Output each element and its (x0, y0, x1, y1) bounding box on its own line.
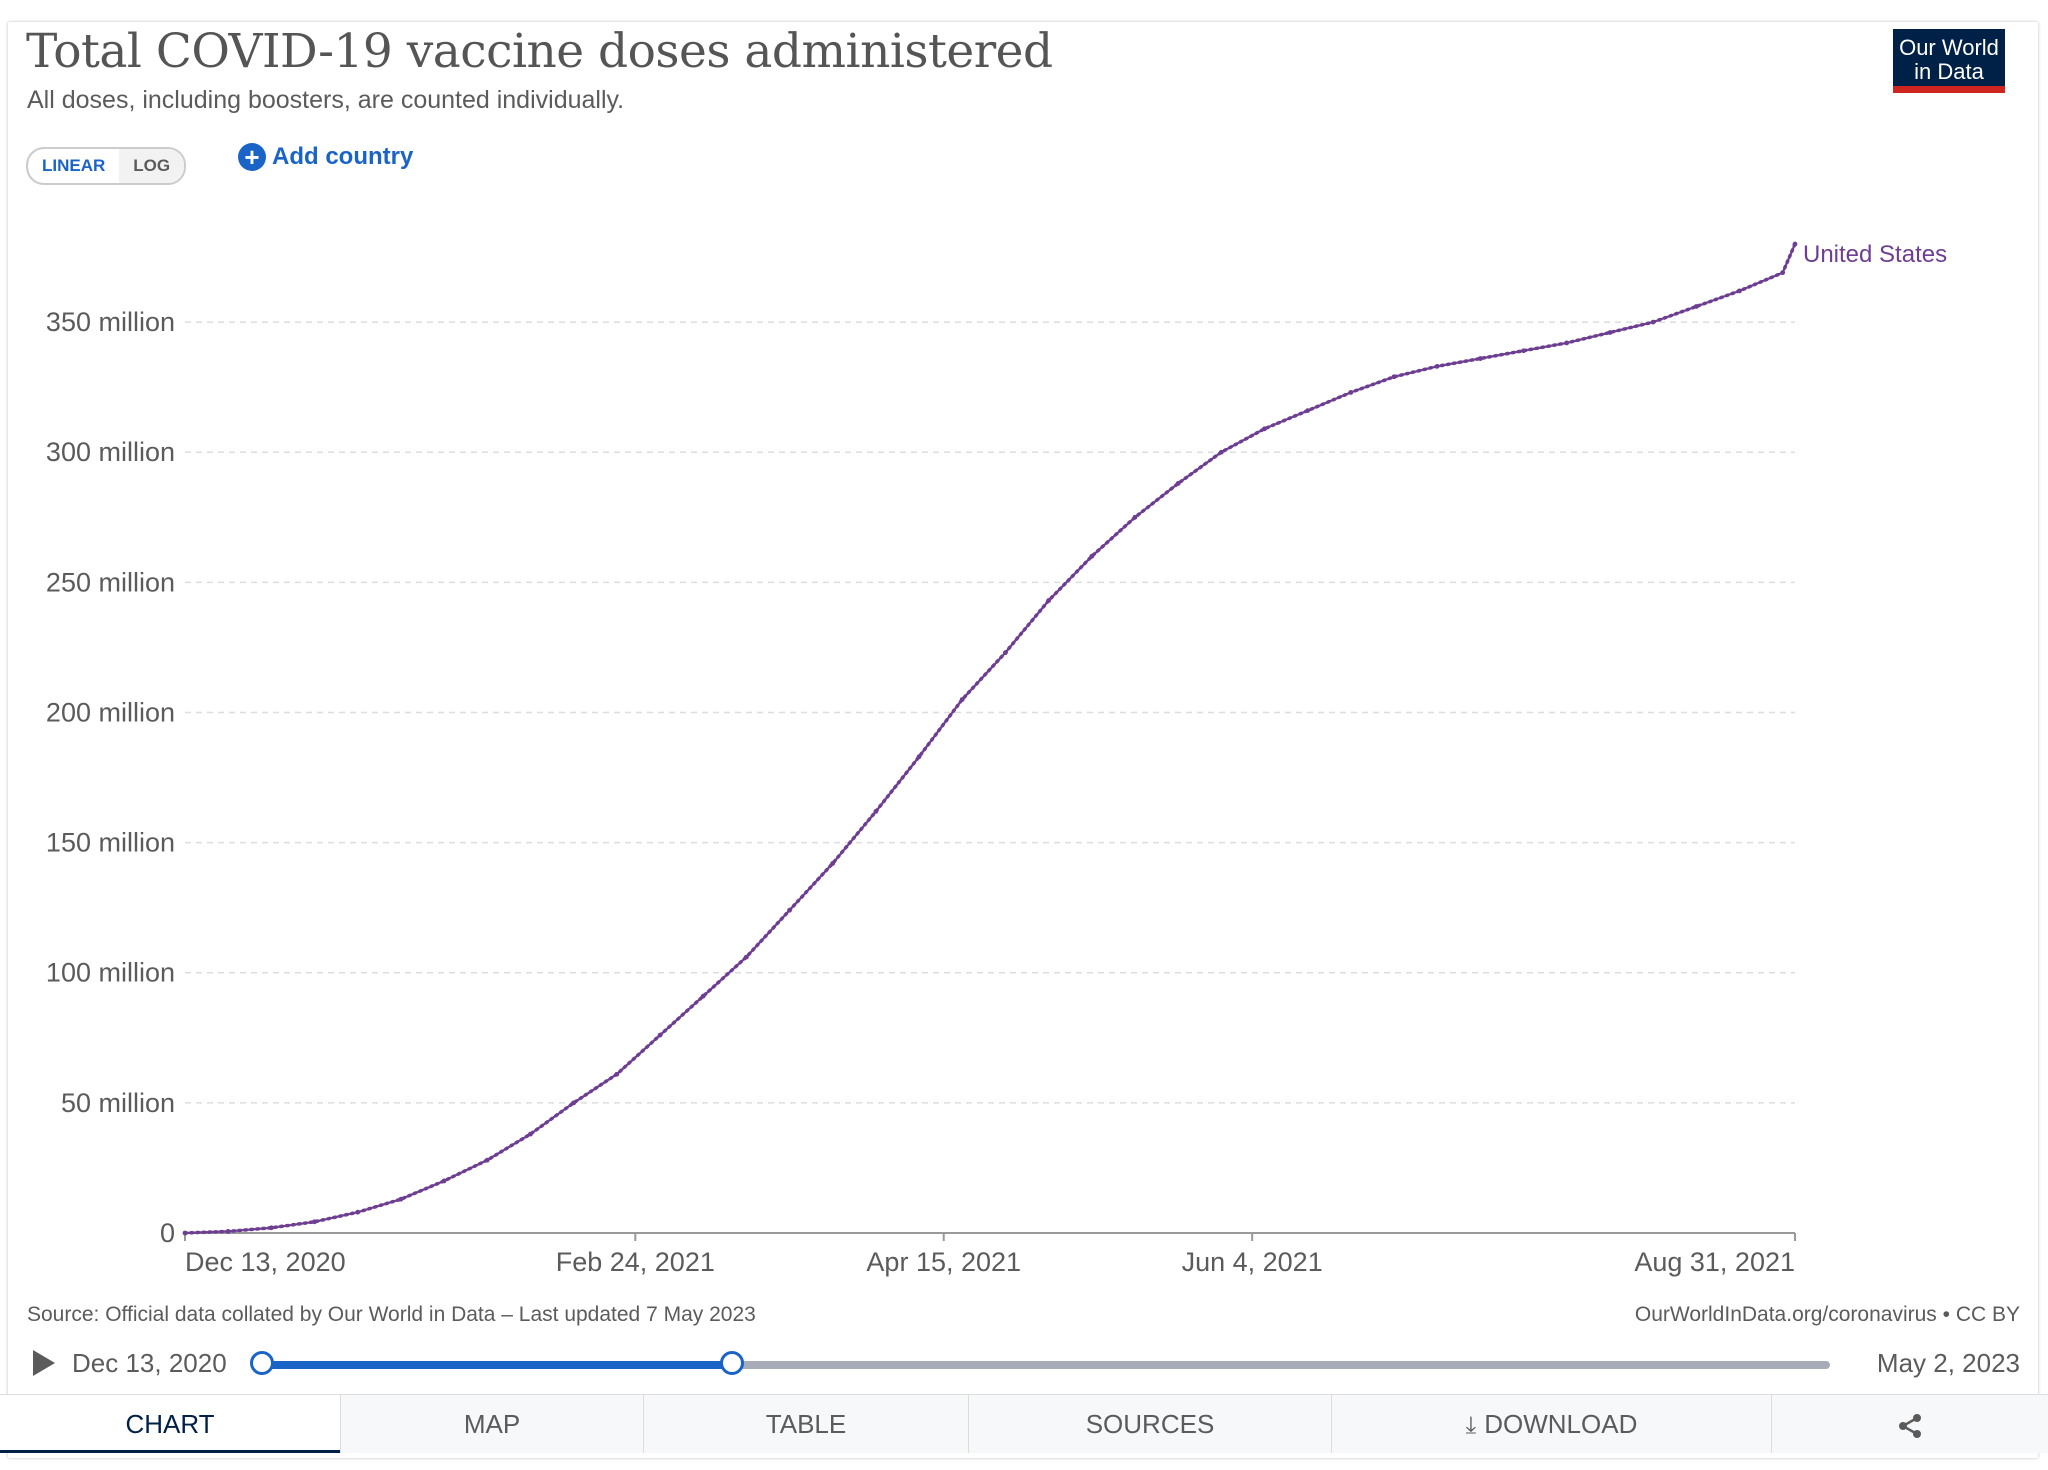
tab-chart[interactable]: CHART (0, 1395, 340, 1453)
chart-subtitle: All doses, including boosters, are count… (27, 86, 625, 114)
timeline: Dec 13, 2020 May 2, 2023 (0, 1340, 2048, 1390)
data-point (916, 754, 922, 760)
scale-toggle: LINEAR LOG (26, 147, 187, 185)
data-point (657, 1032, 663, 1038)
tab-map[interactable]: MAP (340, 1395, 643, 1453)
tab-table[interactable]: TABLE (643, 1395, 968, 1453)
share-icon (1899, 1414, 1921, 1439)
timeline-selected-range (262, 1361, 733, 1369)
chart-card (8, 22, 2038, 1458)
data-point (1218, 449, 1224, 455)
x-tick-label: Feb 24, 2021 (556, 1247, 715, 1277)
y-tick-label: 350 million (46, 307, 175, 337)
data-point (1391, 374, 1397, 380)
data-point (1305, 408, 1311, 413)
data-point (787, 907, 792, 913)
data-point (1089, 553, 1095, 559)
tab-download[interactable]: ⤓ DOWNLOAD (1331, 1395, 1771, 1453)
timeline-start-label: Dec 13, 2020 (72, 1348, 227, 1378)
x-tick-label: Jun 4, 2021 (1182, 1247, 1323, 1277)
data-point (700, 993, 706, 999)
data-point (1348, 389, 1354, 395)
line-chart: 0 50 million 100 million 150 million 200 mil… (46, 241, 1947, 1277)
source-note: Source: Official data collated by Our Wo… (27, 1303, 756, 1326)
data-point (441, 1178, 447, 1184)
data-point (1780, 270, 1786, 276)
data-point (1521, 348, 1526, 354)
data-point (959, 697, 965, 702)
tab-download-label: DOWNLOAD (1484, 1409, 1638, 1439)
license-link[interactable]: OurWorldInData.org/coronavirus • CC BY (1634, 1303, 2020, 1326)
series-line (184, 243, 1797, 1235)
tab-share[interactable] (1771, 1395, 2048, 1453)
log-scale-button[interactable]: LOG (119, 149, 185, 183)
data-point (614, 1071, 620, 1077)
x-tick-label: Dec 13, 2020 (185, 1247, 346, 1277)
owid-logo[interactable]: Our World in Data (1893, 29, 2005, 93)
add-country-button[interactable]: + Add country (238, 143, 413, 171)
plus-icon: + (238, 143, 266, 171)
data-point (830, 861, 836, 866)
download-icon: ⤓ (1465, 1412, 1477, 1439)
data-point (1003, 650, 1008, 656)
data-point (1693, 304, 1699, 309)
data-point (528, 1131, 533, 1137)
logo-red-bar (1893, 86, 2005, 93)
data-point (1046, 598, 1052, 603)
add-country-label: Add country (272, 143, 414, 170)
data-point (398, 1196, 404, 1202)
x-tick-label: Apr 15, 2021 (866, 1247, 1021, 1277)
data-point (1132, 514, 1138, 520)
data-point (1792, 241, 1798, 247)
data-point (1262, 426, 1267, 432)
timeline-end-handle[interactable] (720, 1351, 745, 1375)
data-point (182, 1230, 188, 1236)
series-label: United States (1803, 241, 1947, 268)
y-tick-label: 0 (160, 1218, 175, 1248)
y-tick-label: 50 million (61, 1088, 175, 1118)
data-point (1478, 356, 1483, 361)
tab-sources[interactable]: SOURCES (968, 1395, 1331, 1453)
data-point (571, 1100, 577, 1106)
y-tick-label: 100 million (46, 958, 175, 988)
data-point (1607, 330, 1613, 335)
tab-bar: CHART MAP TABLE SOURCES ⤓ DOWNLOAD (0, 1394, 2048, 1453)
y-tick-label: 300 million (46, 437, 175, 467)
data-point (1434, 363, 1440, 369)
data-point (1737, 288, 1742, 294)
timeline-end-label: May 2, 2023 (1876, 1348, 2020, 1378)
logo-line-1: Our World (1899, 35, 1999, 60)
play-icon[interactable] (33, 1350, 55, 1376)
data-point (355, 1209, 361, 1215)
series-line-dots (183, 242, 1797, 1235)
data-point (1564, 340, 1570, 346)
y-tick-label: 200 million (46, 697, 175, 727)
chart-title: Total COVID-19 vaccine doses administere… (26, 24, 1053, 79)
logo-line-2: in Data (1914, 59, 1984, 84)
data-point (1175, 481, 1181, 486)
timeline-track[interactable] (262, 1361, 1830, 1369)
data-point (268, 1225, 274, 1231)
data-point (873, 808, 879, 814)
data-point (1650, 319, 1656, 325)
data-point (484, 1157, 490, 1163)
y-tick-label: 250 million (46, 567, 175, 597)
timeline-start-handle[interactable] (250, 1351, 274, 1375)
x-tick-label: Aug 31, 2021 (1634, 1247, 1795, 1277)
data-point (312, 1219, 317, 1225)
data-point (743, 954, 749, 960)
y-tick-label: 150 million (46, 828, 175, 858)
data-point (225, 1229, 231, 1234)
